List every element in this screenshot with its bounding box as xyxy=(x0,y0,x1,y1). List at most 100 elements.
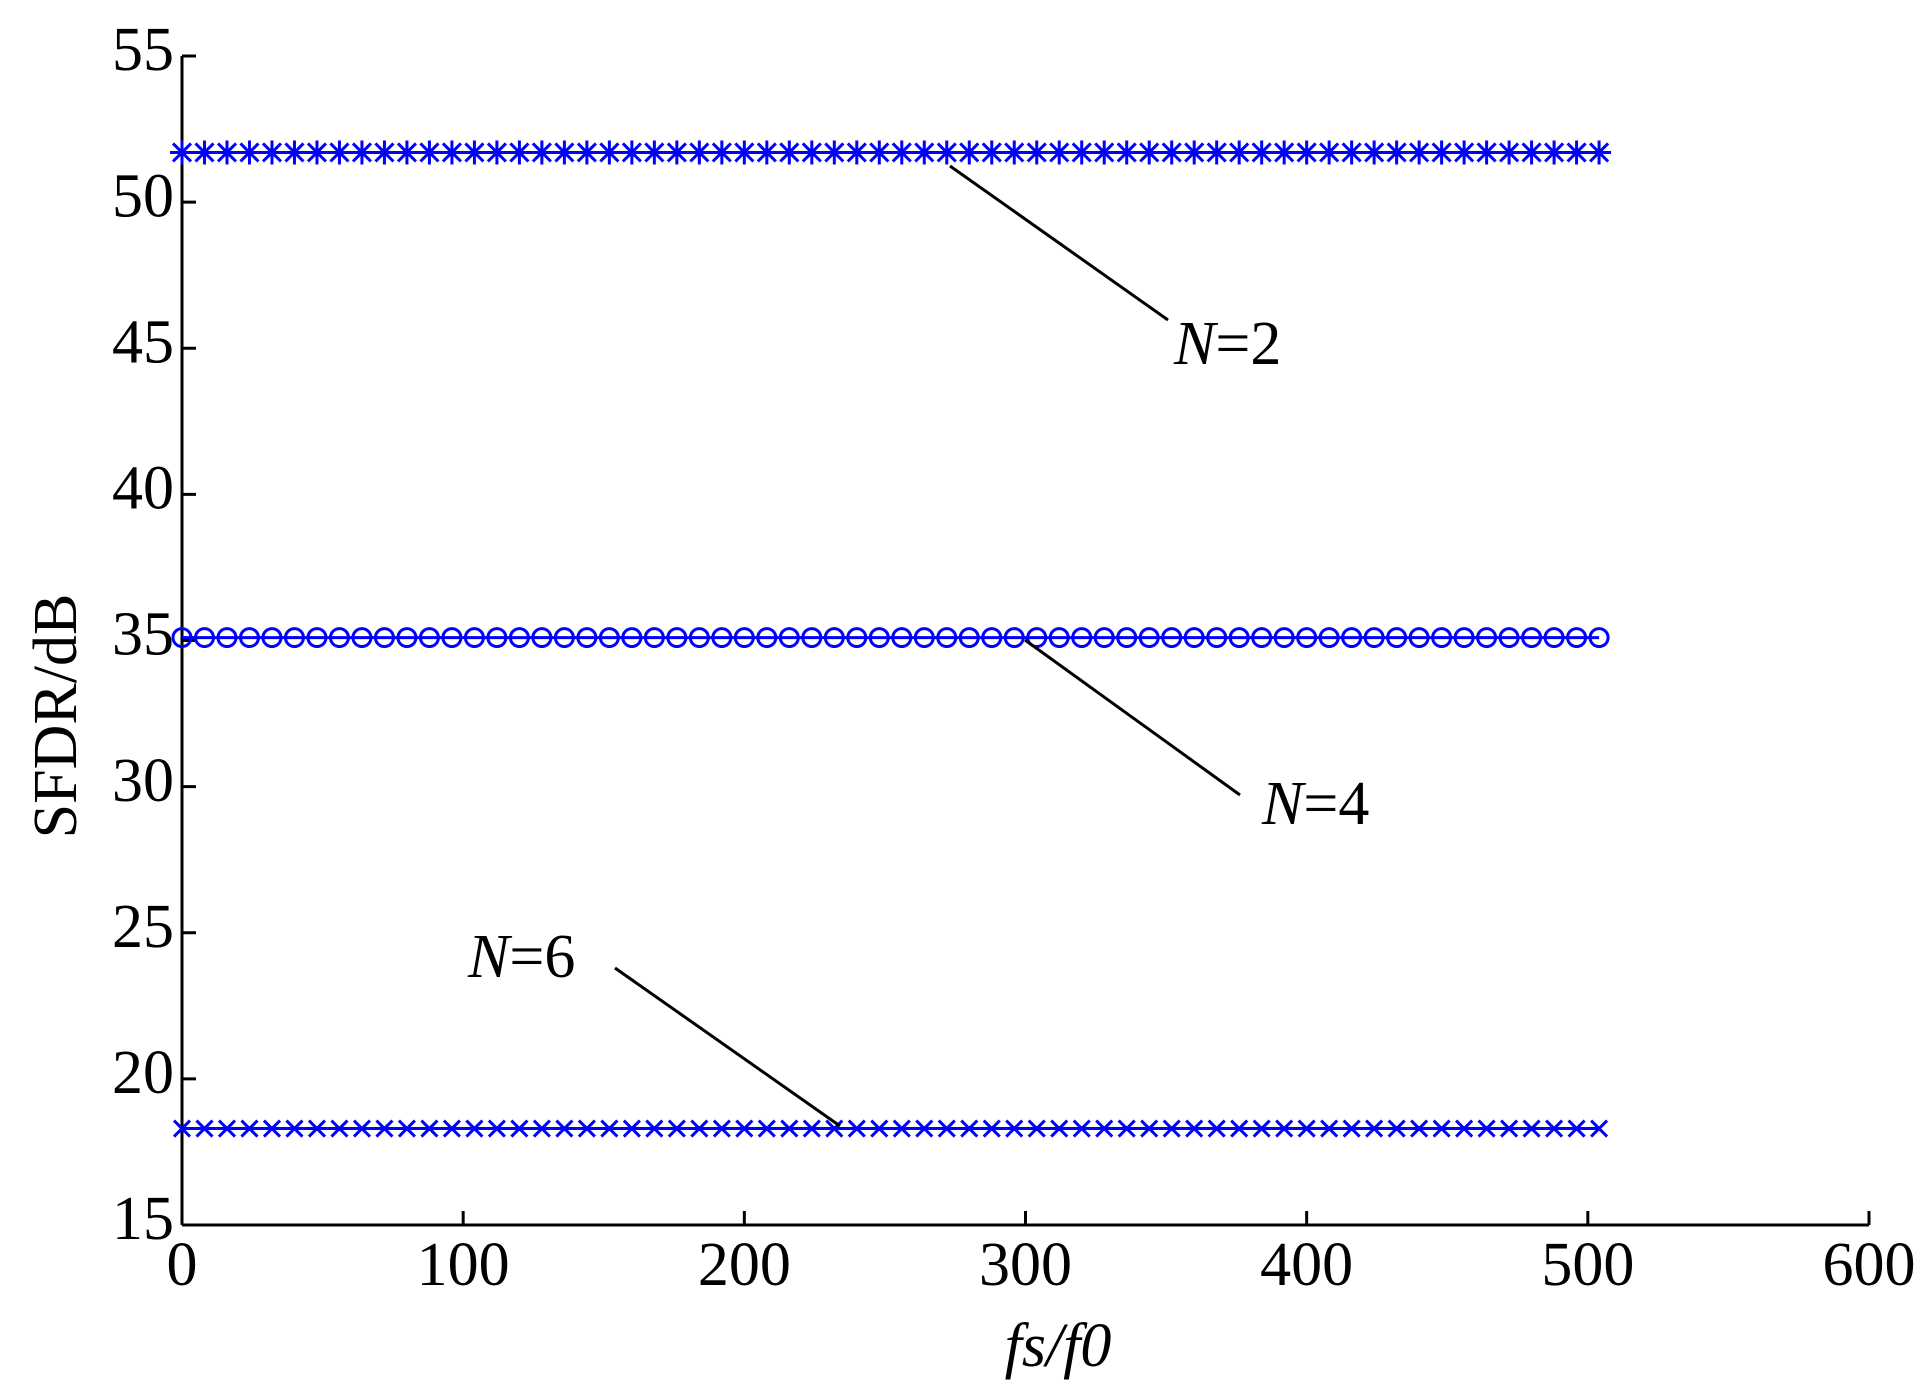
marker xyxy=(934,140,959,165)
marker xyxy=(757,1119,776,1138)
marker xyxy=(622,1119,641,1138)
annotation-label: N=6 xyxy=(467,923,575,991)
marker xyxy=(1275,1119,1294,1138)
annotation-leader xyxy=(1024,638,1241,797)
marker xyxy=(867,140,892,165)
marker xyxy=(1588,627,1610,649)
marker xyxy=(1384,140,1409,165)
marker xyxy=(666,627,688,649)
marker xyxy=(375,1119,394,1138)
marker xyxy=(352,1119,372,1138)
marker xyxy=(642,140,667,165)
marker xyxy=(282,140,307,165)
marker xyxy=(754,140,779,165)
marker xyxy=(238,627,260,649)
marker xyxy=(1341,627,1363,649)
marker xyxy=(1183,627,1205,649)
marker xyxy=(170,140,194,165)
marker xyxy=(1026,627,1048,649)
marker xyxy=(957,140,982,165)
marker xyxy=(868,627,890,649)
marker xyxy=(712,1119,731,1138)
marker xyxy=(306,627,328,649)
marker xyxy=(1342,1119,1361,1138)
marker xyxy=(982,1119,1001,1138)
marker xyxy=(486,627,508,649)
marker xyxy=(690,1119,709,1138)
marker xyxy=(1498,627,1520,649)
marker xyxy=(262,1119,282,1138)
y-tick-label: 55 xyxy=(112,16,174,84)
marker xyxy=(214,140,239,165)
marker xyxy=(981,627,1003,649)
marker xyxy=(823,627,845,649)
marker xyxy=(1429,140,1454,165)
marker xyxy=(711,627,733,649)
marker xyxy=(1162,1119,1181,1138)
marker xyxy=(1407,140,1432,165)
marker xyxy=(891,627,913,649)
marker xyxy=(1474,140,1499,165)
marker xyxy=(688,627,710,649)
marker xyxy=(597,140,622,165)
marker xyxy=(330,1119,349,1138)
marker xyxy=(1069,140,1094,165)
marker xyxy=(1362,140,1387,165)
x-tick-label: 0 xyxy=(167,1231,198,1299)
marker xyxy=(1272,140,1297,165)
marker xyxy=(259,140,284,165)
marker xyxy=(465,1119,484,1138)
marker xyxy=(1114,140,1139,165)
marker xyxy=(802,1119,821,1138)
marker xyxy=(1432,1119,1451,1138)
y-tick-label: 20 xyxy=(112,1039,174,1107)
marker xyxy=(1093,627,1115,649)
marker xyxy=(1117,1119,1136,1138)
marker xyxy=(780,1119,799,1138)
marker xyxy=(1410,1119,1429,1138)
x-tick-label: 300 xyxy=(979,1231,1072,1299)
marker xyxy=(799,140,824,165)
marker xyxy=(1320,1119,1339,1138)
marker xyxy=(912,140,937,165)
marker xyxy=(304,140,329,165)
marker xyxy=(915,1119,934,1138)
marker xyxy=(532,1119,551,1138)
marker xyxy=(394,140,419,165)
marker xyxy=(1545,1119,1564,1138)
marker xyxy=(1072,1119,1091,1138)
x-tick-label: 400 xyxy=(1260,1231,1353,1299)
marker xyxy=(735,1119,754,1138)
marker xyxy=(574,140,599,165)
marker xyxy=(1521,627,1543,649)
marker xyxy=(1071,627,1093,649)
marker xyxy=(600,1119,619,1138)
y-tick-label: 50 xyxy=(112,162,174,230)
marker xyxy=(1431,627,1453,649)
marker xyxy=(844,140,869,165)
marker xyxy=(418,627,440,649)
x-tick-label: 100 xyxy=(417,1231,510,1299)
marker xyxy=(508,627,530,649)
marker xyxy=(1027,1119,1046,1138)
x-tick-label: 600 xyxy=(1823,1231,1916,1299)
marker xyxy=(1386,627,1408,649)
marker xyxy=(1296,627,1318,649)
marker xyxy=(1297,1119,1316,1138)
marker xyxy=(1024,140,1049,165)
marker xyxy=(1204,140,1229,165)
marker xyxy=(1294,140,1319,165)
marker xyxy=(825,1119,844,1138)
annotation-leader xyxy=(949,164,1169,322)
marker xyxy=(1048,627,1070,649)
marker xyxy=(960,1119,979,1138)
marker xyxy=(192,140,217,165)
marker xyxy=(372,140,397,165)
y-tick-label: 30 xyxy=(112,747,174,815)
marker xyxy=(822,140,847,165)
marker xyxy=(487,1119,506,1138)
marker xyxy=(1567,1119,1586,1138)
marker xyxy=(397,1119,416,1138)
marker xyxy=(1252,1119,1271,1138)
